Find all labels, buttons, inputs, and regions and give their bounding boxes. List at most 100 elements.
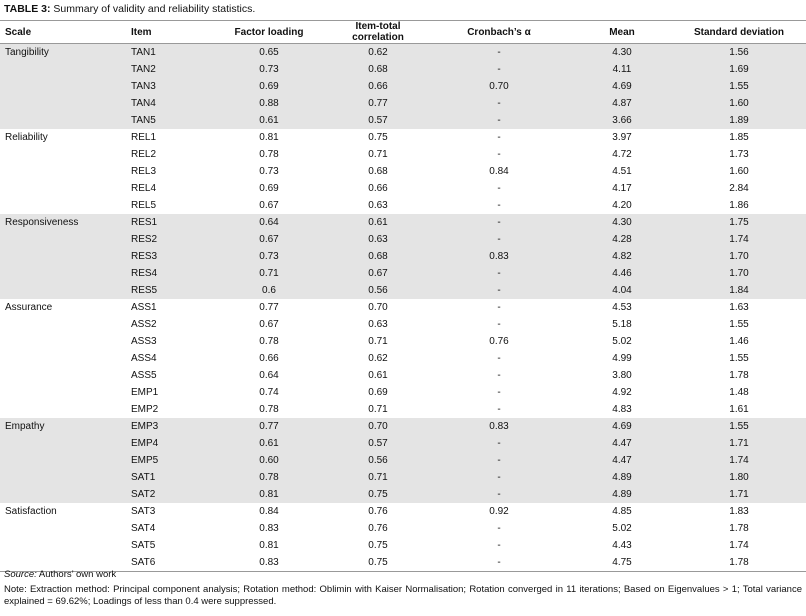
value-cell: 4.30 xyxy=(572,214,672,231)
value-cell: 4.89 xyxy=(572,469,672,486)
value-cell: - xyxy=(426,43,572,61)
item-cell: ASS2 xyxy=(131,319,157,330)
value-cell: - xyxy=(497,540,501,551)
value-cell: 0.75 xyxy=(330,486,426,503)
value-cell: 0.73 xyxy=(208,248,330,265)
value-cell: 4.47 xyxy=(572,452,672,469)
item-cell: EMP2 xyxy=(131,404,159,415)
header-cell: Scale xyxy=(0,20,126,44)
header-cell: Factor loading xyxy=(208,20,330,44)
item-cell: SAT6 xyxy=(126,554,208,572)
value-cell: 1.71 xyxy=(672,435,806,452)
value-cell: 0.78 xyxy=(259,336,279,347)
value-cell: - xyxy=(426,265,572,282)
value-cell: 4.17 xyxy=(612,183,632,194)
item-cell: RES1 xyxy=(126,214,208,231)
scale-cell xyxy=(0,401,126,418)
table-row: TAN5 0.61 0.57-3.66 1.89 xyxy=(0,112,806,129)
scale-cell: Satisfaction xyxy=(5,506,57,517)
value-cell: 0.83 xyxy=(259,523,279,534)
value-cell: 1.78 xyxy=(729,523,749,534)
value-cell: 4.87 xyxy=(572,95,672,112)
value-cell: 4.30 xyxy=(572,43,672,61)
value-cell: 0.84 xyxy=(489,166,509,177)
value-cell: 0.66 xyxy=(330,78,426,95)
value-cell: 0.84 xyxy=(259,506,279,517)
table-row: REL2 0.78 0.71 - 4.72 1.73 xyxy=(0,146,806,163)
value-cell: - xyxy=(497,183,501,194)
item-cell: REL3 xyxy=(131,166,157,177)
scale-cell xyxy=(0,486,126,503)
table-row: EMP4 0.61 0.57-4.47 1.71 xyxy=(0,435,806,452)
source-label: Source: xyxy=(4,569,37,580)
value-cell: 0.77 xyxy=(330,95,426,112)
value-cell: 0.56 xyxy=(330,282,426,299)
value-cell: 1.80 xyxy=(672,469,806,486)
scale-cell: Responsiveness xyxy=(0,214,126,231)
value-cell: 4.72 xyxy=(612,149,632,160)
table-row: SAT5 0.81 0.75 - 4.43 1.74 xyxy=(0,537,806,554)
table-row: TAN4 0.88 0.77-4.87 1.60 xyxy=(0,95,806,112)
value-cell: 0.71 xyxy=(330,469,426,486)
value-cell: 0.63 xyxy=(330,231,426,248)
value-cell: 0.65 xyxy=(208,43,330,61)
value-cell: 0.63 xyxy=(368,200,388,211)
value-cell: 0.64 xyxy=(208,214,330,231)
value-cell: 4.53 xyxy=(612,302,632,313)
value-cell: 4.85 xyxy=(612,506,632,517)
scale-cell xyxy=(0,282,126,299)
value-cell: 1.60 xyxy=(729,166,749,177)
table-row: SAT4 0.83 0.76 - 5.02 1.78 xyxy=(0,520,806,537)
table-row: RES4 0.71 0.67-4.46 1.70 xyxy=(0,265,806,282)
value-cell: 1.69 xyxy=(672,61,806,78)
table-row: Assurance ASS1 0.77 0.70 - 4.53 1.63 xyxy=(0,299,806,316)
value-cell: 0.57 xyxy=(330,435,426,452)
value-cell: 0.70 xyxy=(426,78,572,95)
value-cell: 0.75 xyxy=(368,132,388,143)
scale-cell xyxy=(0,316,126,333)
header-cell: Item xyxy=(126,20,208,44)
value-cell: - xyxy=(497,404,501,415)
caption-label: TABLE 3: xyxy=(4,3,51,15)
value-cell: 5.18 xyxy=(612,319,632,330)
value-cell: 4.28 xyxy=(572,231,672,248)
table-row: EMP1 0.74 0.69 - 4.92 1.48 xyxy=(0,384,806,401)
value-cell: 0.68 xyxy=(330,61,426,78)
caption-title: Summary of validity and reliability stat… xyxy=(53,3,256,15)
value-cell: 1.74 xyxy=(672,231,806,248)
item-cell: ASS1 xyxy=(131,302,157,313)
value-cell: 0.62 xyxy=(368,353,388,364)
value-cell: 1.55 xyxy=(672,78,806,95)
scale-cell: Reliability xyxy=(5,132,48,143)
header-cell: Mean xyxy=(572,20,672,44)
value-cell: 5.02 xyxy=(612,523,632,534)
table-row: REL4 0.69 0.66 - 4.17 2.84 xyxy=(0,180,806,197)
value-cell: 1.55 xyxy=(672,418,806,435)
item-cell: RES5 xyxy=(126,282,208,299)
item-cell: EMP4 xyxy=(126,435,208,452)
value-cell: - xyxy=(497,200,501,211)
value-cell: 0.73 xyxy=(259,166,279,177)
value-cell: 0.68 xyxy=(330,248,426,265)
table-row: RES2 0.67 0.63-4.28 1.74 xyxy=(0,231,806,248)
header-cell: Item-total correlation xyxy=(330,20,426,44)
value-cell: - xyxy=(426,95,572,112)
value-cell: 0.67 xyxy=(330,265,426,282)
scale-cell xyxy=(0,146,126,163)
value-cell: 0.76 xyxy=(368,523,388,534)
table-row: RES5 0.6 0.56-4.04 1.84 xyxy=(0,282,806,299)
value-cell: - xyxy=(426,469,572,486)
value-cell: 4.04 xyxy=(572,282,672,299)
item-cell: TAN1 xyxy=(126,43,208,61)
value-cell: 1.71 xyxy=(672,486,806,503)
value-cell: 0.67 xyxy=(208,231,330,248)
header-row: Scale Item Factor loading Item-total correl… xyxy=(0,20,806,44)
value-cell: 0.61 xyxy=(330,214,426,231)
scale-cell xyxy=(0,95,126,112)
value-cell: - xyxy=(497,319,501,330)
stats-table: Scale Item Factor loading Item-total correl… xyxy=(0,20,806,572)
value-cell: - xyxy=(426,214,572,231)
value-cell: 0.70 xyxy=(330,418,426,435)
table-row: Tangibility TAN1 0.65 0.62-4.30 1.56 xyxy=(0,43,806,61)
